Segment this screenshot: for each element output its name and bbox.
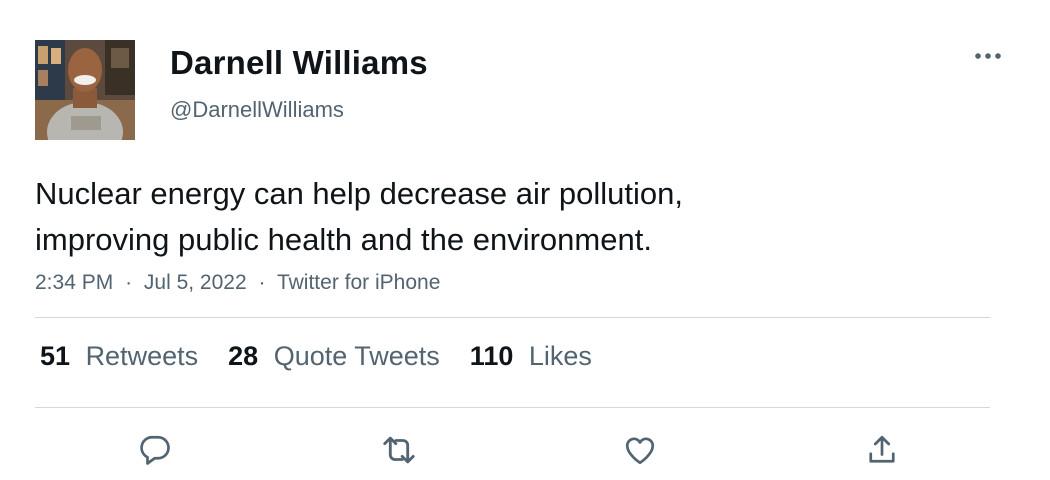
more-options-button[interactable]	[968, 42, 1008, 70]
divider	[35, 407, 990, 408]
retweet-button[interactable]	[377, 428, 421, 472]
author-handle[interactable]: @DarnellWilliams	[170, 97, 344, 122]
tweet-text-line: Nuclear energy can help decrease air pol…	[35, 176, 683, 211]
meta-separator: ·	[258, 271, 266, 294]
tweet-text: Nuclear energy can help decrease air pol…	[35, 171, 995, 263]
quote-tweets-stat[interactable]: 28 Quote Tweets	[228, 341, 440, 372]
likes-label: Likes	[528, 341, 592, 371]
quote-tweets-label: Quote Tweets	[273, 341, 440, 371]
divider	[35, 317, 990, 318]
likes-count: 110	[469, 341, 514, 371]
avatar[interactable]	[35, 40, 135, 140]
retweets-count: 51	[40, 341, 71, 371]
share-icon	[869, 435, 895, 463]
share-button[interactable]	[860, 428, 904, 472]
tweet-text-line: improving public health and the environm…	[35, 222, 652, 257]
tweet-meta: 2:34 PM · Jul 5, 2022 · Twitter for iPho…	[35, 271, 440, 295]
tweet-date[interactable]: Jul 5, 2022	[143, 271, 247, 294]
tweet-time[interactable]: 2:34 PM	[35, 271, 114, 294]
like-icon	[625, 437, 655, 465]
like-button[interactable]	[618, 428, 662, 472]
tweet-source[interactable]: Twitter for iPhone	[276, 271, 441, 294]
reply-icon	[140, 435, 170, 465]
meta-separator: ·	[125, 271, 133, 294]
retweets-label: Retweets	[85, 341, 199, 371]
author-display-name[interactable]: Darnell Williams	[170, 44, 428, 81]
quote-tweets-count: 28	[228, 341, 259, 371]
more-icon	[975, 53, 1001, 59]
retweet-icon	[383, 436, 415, 464]
likes-stat[interactable]: 110 Likes	[470, 341, 592, 372]
avatar-photo-icon	[35, 40, 135, 140]
reply-button[interactable]	[133, 428, 177, 472]
retweets-stat[interactable]: 51 Retweets	[40, 341, 198, 372]
tweet-stats: 51 Retweets 28 Quote Tweets 110 Likes	[40, 341, 592, 372]
